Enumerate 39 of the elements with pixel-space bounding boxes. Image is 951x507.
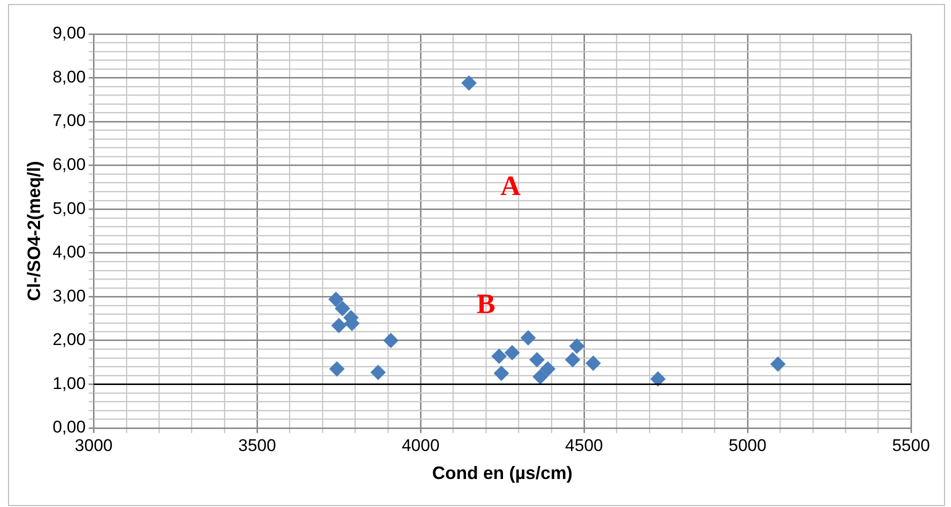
point: [504, 345, 520, 360]
annotation: A: [500, 170, 522, 202]
y-axis-title: Cl-/SO4-2(meq/l): [24, 160, 44, 302]
point: [494, 366, 509, 381]
point: [770, 356, 786, 372]
point: [328, 292, 344, 307]
x-axis-title: Cond en (µs/cm): [432, 463, 573, 484]
y-tick-label: 9,00: [52, 24, 86, 43]
point: [532, 369, 548, 384]
point: [329, 361, 344, 376]
point: [383, 332, 398, 348]
y-tick-label: 7,00: [52, 111, 86, 130]
x-tick-label: 3000: [74, 436, 113, 455]
point: [586, 356, 601, 371]
x-tick-label: 4000: [402, 436, 440, 455]
x-tick-label: 5500: [892, 436, 930, 455]
point: [370, 364, 386, 380]
point: [334, 300, 350, 316]
y-tick-label: 5,00: [52, 198, 86, 218]
point: [569, 338, 584, 354]
x-tick-label: 5000: [728, 436, 766, 455]
y-tick-label: 1,00: [52, 374, 86, 393]
point: [565, 352, 580, 368]
y-tick-label: 6,00: [52, 155, 86, 174]
y-tick-label: 3,00: [52, 286, 86, 306]
point: [529, 352, 544, 368]
point: [461, 76, 476, 91]
annotation: B: [476, 289, 496, 320]
point: [331, 318, 346, 334]
point: [540, 361, 556, 376]
y-tick-label: 2,00: [52, 330, 86, 350]
x-tick-label: 3500: [238, 436, 276, 455]
point: [520, 330, 536, 346]
x-tick-label: 4500: [565, 436, 603, 455]
y-tick-label: 4,00: [52, 242, 86, 262]
point: [492, 348, 507, 364]
point: [650, 371, 666, 386]
y-tick-label: 0,00: [52, 418, 86, 437]
y-tick-label: 8,00: [52, 67, 86, 86]
